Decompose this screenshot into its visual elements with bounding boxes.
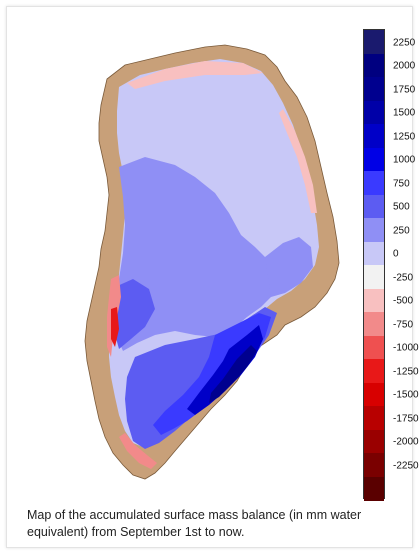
colorbar-segment [364, 476, 384, 501]
colorbar-tick-label: -1250 [393, 366, 419, 378]
map-card: 2250 2000 1750 1500 1250 1000 750 500 250 0 -250 -5… [6, 6, 419, 548]
colorbar-tick-label: 1250 [393, 131, 416, 143]
colorbar-tick-label: 2000 [393, 60, 416, 72]
greenland-map [84, 44, 340, 480]
colorbar-segment [364, 147, 384, 172]
colorbar-tick-label: -250 [393, 272, 414, 284]
colorbar-segment [364, 77, 384, 101]
colorbar-tick-label: 750 [393, 178, 410, 190]
colorbar-segment [364, 218, 384, 242]
colorbar-segment [364, 312, 384, 336]
map-caption: Map of the accumulated surface mass bala… [27, 508, 362, 539]
ice-max-southeast [209, 345, 257, 403]
colorbar-segment [364, 406, 384, 430]
colorbar-tick-label: -500 [393, 295, 414, 307]
colorbar-tick-label: 250 [393, 225, 410, 237]
colorbar-segment [364, 171, 384, 195]
colorbar-segment [364, 124, 384, 148]
colorbar-segment [364, 382, 384, 407]
colorbar-tick-label: -2250 [393, 460, 419, 472]
colorbar-segment [364, 194, 384, 219]
colorbar-tick-label: -1750 [393, 413, 419, 425]
colorbar-tick-label: -1000 [393, 342, 419, 354]
colorbar-segment [364, 53, 384, 78]
ablation-east-edge [279, 109, 317, 213]
ice-extreme-southeast [187, 325, 263, 415]
colorbar-tick-label: 0 [393, 248, 399, 260]
colorbar-tick-label: 1750 [393, 84, 416, 96]
colorbar-tick-label: 2250 [393, 37, 416, 49]
colorbar-segment [364, 335, 384, 360]
colorbar [363, 29, 385, 501]
colorbar-segment [364, 241, 384, 266]
colorbar-segment [364, 429, 384, 454]
colorbar-segment [364, 453, 384, 477]
colorbar-tick-label: -2000 [393, 436, 419, 448]
colorbar-tick-label: 1000 [393, 154, 416, 166]
colorbar-tick-label: -1500 [393, 389, 419, 401]
ablation-west-strong [111, 307, 119, 347]
colorbar-segment [364, 100, 384, 125]
colorbar-segment [364, 359, 384, 383]
colorbar-segment [364, 265, 384, 289]
ice-medium-west [115, 157, 281, 351]
colorbar-segment [364, 30, 384, 54]
ice-high-west [113, 279, 155, 349]
colorbar-tick-label: -750 [393, 319, 414, 331]
colorbar-tick-label: 500 [393, 201, 410, 213]
ablation-north-edge [127, 61, 263, 89]
ablation-south-edge [119, 433, 157, 469]
colorbar-tick-label: 1500 [393, 107, 416, 119]
colorbar-segment [364, 288, 384, 313]
ice-medium-east [265, 237, 313, 297]
